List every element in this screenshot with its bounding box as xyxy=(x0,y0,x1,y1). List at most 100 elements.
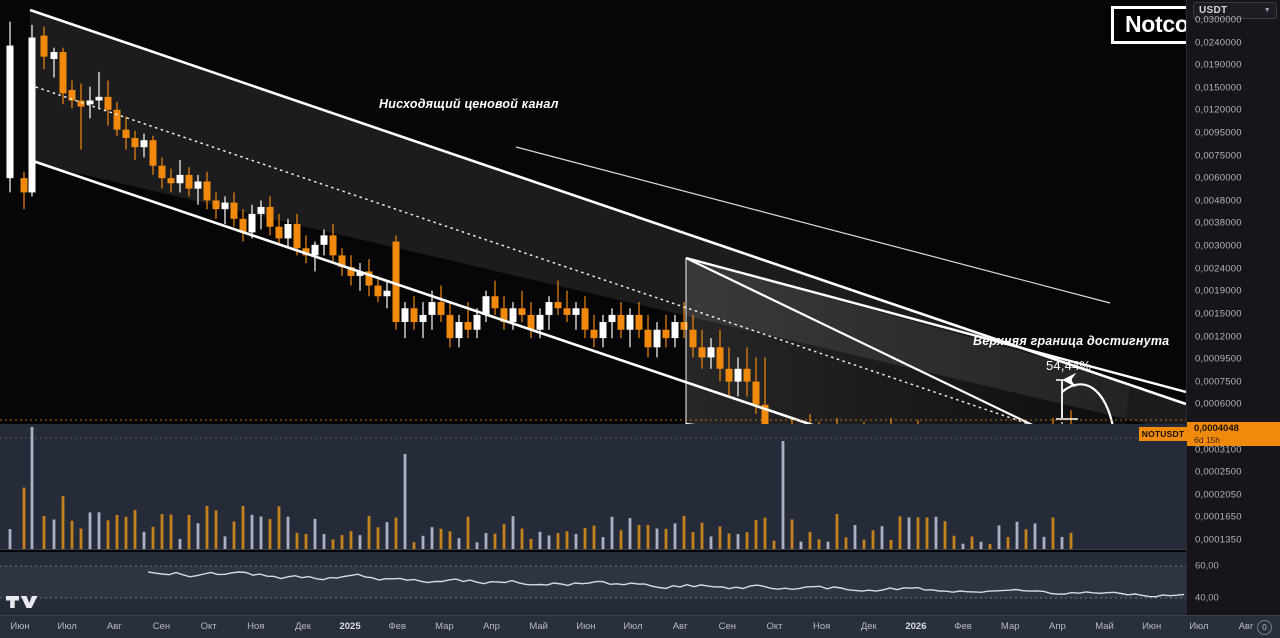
time-tick-label: Дек xyxy=(860,621,877,632)
candle-body xyxy=(338,255,346,268)
currency-label: USDT xyxy=(1199,5,1228,16)
volume-bar xyxy=(943,521,947,549)
channel-upper-line[interactable] xyxy=(29,8,1186,406)
volume-bar xyxy=(799,541,803,549)
volume-bar xyxy=(115,514,119,549)
price-tick-label: 0,0095000 xyxy=(1195,127,1242,139)
time-tick-label: Ноя xyxy=(247,621,265,632)
volume-bar xyxy=(1042,536,1046,549)
volume-bar xyxy=(691,532,695,549)
volume-bar xyxy=(646,524,650,549)
volume-bar xyxy=(547,535,551,549)
volume-bar xyxy=(727,533,731,549)
volume-bar xyxy=(385,522,389,549)
volume-pane[interactable] xyxy=(0,424,1186,549)
volume-bar xyxy=(988,543,992,549)
volume-bar xyxy=(448,531,452,549)
channel-lower-line[interactable] xyxy=(29,158,1152,424)
volume-bar xyxy=(574,534,578,549)
candle-body xyxy=(626,314,634,330)
volume-bar xyxy=(1015,521,1019,549)
time-axis[interactable]: Июн Июл Авг Сен Окт Ноя Дек 2025 Фев Мар Апр Май Июн… xyxy=(0,615,1280,638)
rsi-svg xyxy=(0,565,1186,599)
volume-bar xyxy=(286,516,290,549)
volume-bar xyxy=(313,518,317,549)
time-tick-label: Дек xyxy=(294,621,311,632)
candle-body xyxy=(131,138,139,148)
volume-bar xyxy=(835,514,839,549)
volume-bar xyxy=(205,505,209,549)
candle-body xyxy=(482,296,490,315)
candle-body xyxy=(68,89,76,101)
volume-bar xyxy=(88,512,92,549)
volume-bar xyxy=(412,542,416,549)
volume-bar xyxy=(979,541,983,549)
volume-bar xyxy=(709,536,713,549)
price-chart-svg[interactable] xyxy=(0,0,1186,424)
candle-body xyxy=(491,296,499,309)
currency-selector[interactable]: USDT ▼ xyxy=(1193,2,1277,19)
volume-bar xyxy=(970,536,974,549)
volume-bar xyxy=(8,528,12,549)
volume-bar xyxy=(277,506,281,549)
candle-body xyxy=(311,244,319,256)
candle-body xyxy=(347,267,355,276)
volume-bar xyxy=(42,515,46,549)
time-tick-label: Май xyxy=(1095,621,1114,632)
current-price-badge[interactable]: 0,0004048 6d 15h xyxy=(1187,422,1280,446)
candle-body xyxy=(599,322,607,339)
volume-bar xyxy=(394,517,398,549)
volume-svg xyxy=(0,427,1186,549)
annotation-percent: 54,44% xyxy=(1046,358,1092,373)
volume-bar xyxy=(763,517,767,549)
candle-body xyxy=(752,381,760,405)
wedge-upper-line[interactable] xyxy=(685,257,1130,424)
time-tick-label: 2025 xyxy=(339,621,361,632)
volume-bar xyxy=(61,496,65,549)
price-tick-label: 0,0012000 xyxy=(1195,331,1242,343)
candle-body xyxy=(77,100,85,107)
tradingview-logo-icon xyxy=(6,592,40,612)
price-tick-label: 0,0048000 xyxy=(1195,195,1242,207)
volume-bar xyxy=(556,533,560,549)
candle-body xyxy=(320,235,328,245)
volume-bar xyxy=(196,523,200,549)
price-tick-label: 0,0120000 xyxy=(1195,104,1242,116)
time-tick-label: 2026 xyxy=(905,621,927,632)
volume-bar xyxy=(619,530,623,549)
candle-body xyxy=(554,302,562,309)
volume-bar xyxy=(403,454,407,549)
volume-bar xyxy=(907,517,911,549)
candle-body xyxy=(293,224,301,249)
price-tick-label: 0,0030000 xyxy=(1195,240,1242,252)
candle-body xyxy=(302,248,310,256)
candle-body xyxy=(761,404,769,424)
channel-mid-line[interactable] xyxy=(29,84,1170,424)
price-tick-label: 0,0002500 xyxy=(1195,466,1242,478)
candle-body xyxy=(392,241,400,323)
rsi-pane[interactable] xyxy=(0,552,1186,615)
clock-icon[interactable]: 0 xyxy=(1257,620,1272,635)
price-axis[interactable]: USDT ▼ 0,0300000 0,0240000 0,0190000 0,0150… xyxy=(1139,0,1280,615)
candle-body xyxy=(473,314,481,330)
volume-bar xyxy=(934,516,938,549)
candle-body xyxy=(662,329,670,339)
inner-channel-upper[interactable] xyxy=(515,146,1111,304)
volume-bar xyxy=(628,518,632,549)
candle-body xyxy=(734,368,742,382)
volume-bar xyxy=(475,542,479,549)
candle-body xyxy=(500,308,508,323)
volume-bar xyxy=(439,528,443,549)
candle-body xyxy=(437,302,445,315)
volume-bar xyxy=(160,514,164,549)
volume-bar xyxy=(673,523,677,549)
volume-bar xyxy=(664,528,668,549)
price-tick-label: 0,0003100 xyxy=(1195,444,1242,456)
volume-bar xyxy=(718,526,722,549)
candle-body xyxy=(239,218,247,233)
price-chart-pane[interactable]: Нисходящий ценовой канал Бычий клин xyxy=(0,0,1186,452)
candle-body xyxy=(28,37,36,193)
time-tick-label: Июн xyxy=(1142,621,1162,632)
inner-channel-mid[interactable] xyxy=(685,256,1186,394)
